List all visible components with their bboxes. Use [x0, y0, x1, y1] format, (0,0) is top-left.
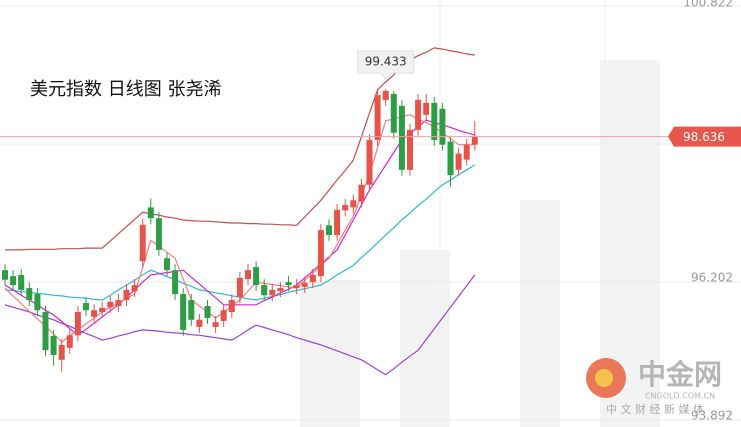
- chart-title: 美元指数 日线图 张尧浠: [30, 79, 221, 100]
- candle-body: [10, 276, 17, 286]
- candle-body: [99, 307, 106, 312]
- candle-body: [236, 277, 243, 298]
- candle-body: [334, 209, 341, 235]
- candle-body: [431, 102, 438, 140]
- candle-body: [261, 285, 268, 296]
- candle-body: [407, 129, 413, 170]
- candle-body: [326, 225, 332, 235]
- candle-body: [91, 310, 98, 317]
- candle-body: [115, 300, 122, 307]
- candle-body: [277, 288, 284, 292]
- candle-body: [245, 270, 251, 280]
- candle-body: [382, 90, 389, 100]
- last-price-label: 98.636: [683, 130, 725, 144]
- candle-body: [415, 99, 422, 130]
- y-tick-label: 96.202: [691, 270, 733, 284]
- watermark: 中金网 CNGOLD.COM.CN 中 文 财 经 新 媒 体: [586, 358, 722, 416]
- building: [400, 250, 450, 427]
- candle-body: [34, 294, 41, 311]
- candle-body: [309, 274, 316, 283]
- candle-body: [83, 303, 89, 311]
- watermark-slogan: 中 文 财 经 新 媒 体: [606, 402, 704, 416]
- y-tick-label: 100.822: [683, 0, 733, 10]
- candle-body: [172, 270, 179, 295]
- candle-body: [301, 282, 308, 287]
- candle-body: [212, 322, 219, 327]
- candle-body: [447, 141, 454, 176]
- candle-body: [463, 144, 470, 160]
- high-marker-box: [357, 50, 415, 80]
- candle-body: [155, 218, 162, 250]
- candle-body: [196, 319, 203, 327]
- indicator-line: [4, 274, 476, 376]
- watermark-site: CNGOLD.COM.CN: [645, 392, 715, 401]
- watermark-name: 中金网: [638, 358, 722, 391]
- candle-body: [147, 207, 154, 219]
- indicator-line: [4, 119, 475, 337]
- candle-body: [42, 311, 49, 351]
- candle-body: [285, 282, 292, 286]
- y-tick-label: 93.892: [691, 409, 733, 423]
- candle-body: [358, 184, 365, 202]
- candle-body: [180, 294, 187, 330]
- high-marker-label: 99.433: [365, 54, 407, 68]
- candle-body: [350, 200, 357, 208]
- candle-body: [139, 224, 146, 262]
- candle-body: [293, 285, 300, 289]
- candle-body: [123, 289, 130, 301]
- candle-body: [66, 335, 73, 348]
- candle-body: [471, 136, 478, 145]
- candles: [2, 88, 478, 372]
- candle-body: [455, 153, 462, 170]
- candle-body: [26, 288, 33, 301]
- candle-body: [204, 306, 211, 318]
- candle-body: [317, 230, 324, 277]
- candle-body: [398, 105, 405, 170]
- candle-body: [220, 310, 227, 321]
- candle-body: [188, 300, 195, 320]
- candle-body: [18, 274, 25, 290]
- building: [300, 280, 360, 427]
- building: [520, 200, 560, 427]
- candle-body: [423, 102, 430, 115]
- candle-body: [58, 344, 65, 360]
- candle-body: [253, 267, 260, 286]
- candle-body: [2, 270, 8, 280]
- candle-body: [164, 258, 170, 271]
- candle-body: [374, 95, 381, 140]
- candle-body: [269, 289, 276, 296]
- watermark-logo-inner: [595, 369, 613, 387]
- candle-body: [439, 108, 446, 145]
- candle-body: [107, 301, 114, 308]
- candle-body: [390, 93, 397, 133]
- candle-body: [228, 300, 235, 312]
- candle-body: [74, 311, 81, 336]
- last-price-tag: [668, 126, 741, 147]
- candle-body: [366, 139, 373, 185]
- candle-body: [342, 205, 349, 211]
- candle-body: [50, 335, 57, 356]
- candle-body: [131, 285, 138, 292]
